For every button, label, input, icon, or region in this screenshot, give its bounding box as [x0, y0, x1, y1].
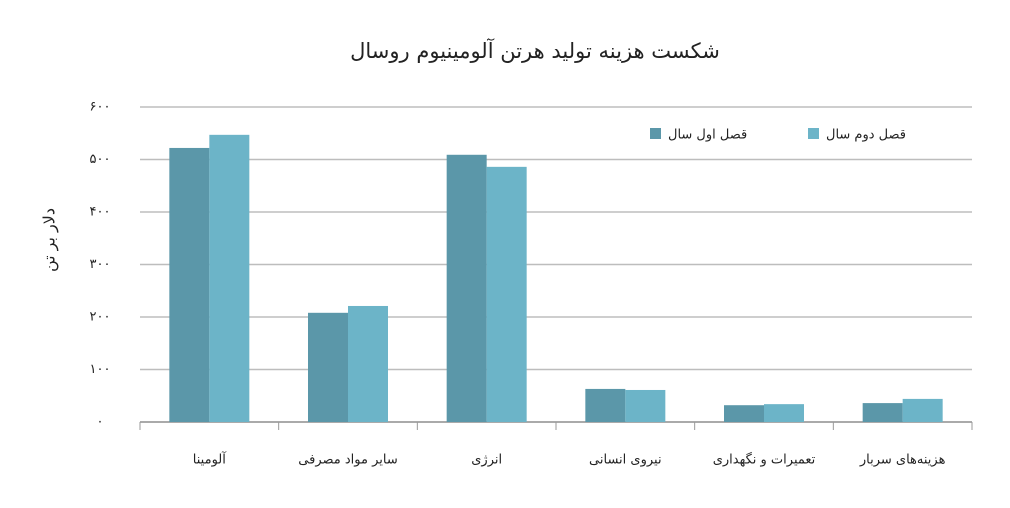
bar	[308, 312, 348, 422]
x-tick-label: آلومینا	[193, 451, 227, 468]
bar	[169, 147, 210, 422]
x-tick-label: تعمیرات و نگهداری	[713, 452, 816, 468]
bar	[764, 404, 804, 422]
y-tick-label: ۰	[97, 415, 104, 430]
legend-label: قصل اول سال	[668, 128, 747, 143]
bar	[902, 398, 943, 422]
legend-label: قصل دوم سال	[826, 128, 906, 143]
x-tick-label: هزینه‌های سربار	[859, 453, 946, 468]
y-tick-label: ۴۰۰	[90, 205, 111, 220]
bar	[724, 405, 764, 422]
y-tick-label: ۱۰۰	[90, 362, 111, 377]
y-tick-label: ۶۰۰	[90, 100, 111, 115]
x-tick-label: سایر مواد مصرفی	[298, 453, 397, 468]
x-tick-label: نیروی انسانی	[589, 453, 662, 468]
legend-swatch	[808, 128, 819, 139]
chart-title: شکست هزینه تولید هرتن آلومینیوم روسال	[350, 38, 720, 63]
bar	[625, 389, 666, 422]
y-tick-label: ۲۰۰	[90, 310, 111, 325]
y-tick-label: ۵۰۰	[90, 152, 111, 167]
bar	[862, 403, 903, 422]
bar	[486, 166, 527, 422]
legend-swatch	[650, 128, 661, 139]
bar	[209, 134, 250, 422]
bar	[348, 305, 388, 422]
y-tick-label: ۳۰۰	[90, 257, 111, 272]
bar	[585, 388, 626, 422]
y-axis-label: دلار بر تن	[40, 208, 60, 272]
bar	[446, 154, 487, 422]
x-tick-label: انرژی	[471, 453, 502, 468]
